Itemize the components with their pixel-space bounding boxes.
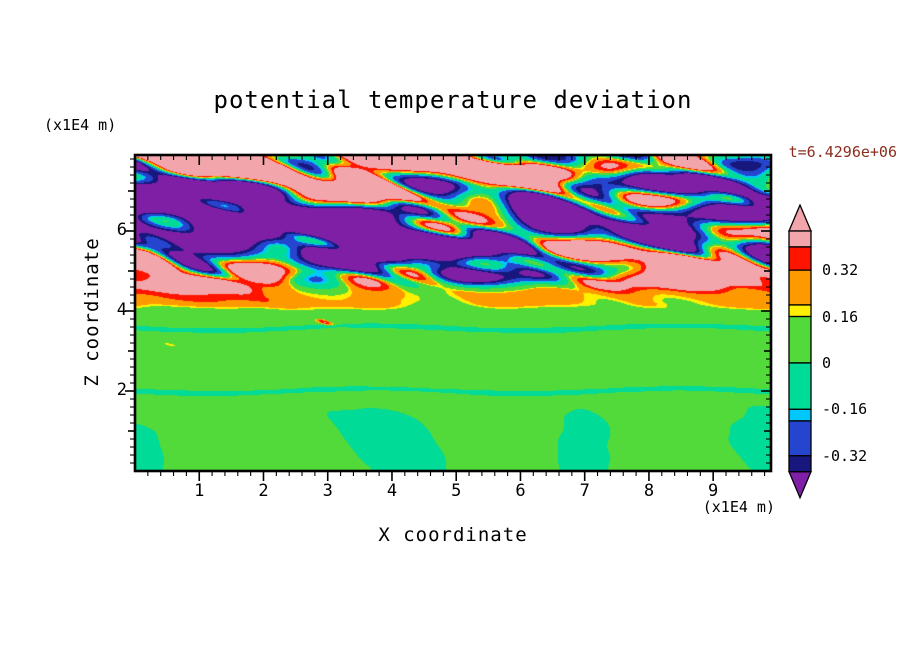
x-tick-label: 6	[515, 481, 526, 501]
x-axis-units: (x1E4 m)	[702, 498, 775, 516]
z-tick-label: 6	[116, 220, 127, 240]
colorbar-tick-label: 0.16	[822, 307, 859, 326]
time-annotation: t=6.4296e+06	[788, 143, 897, 161]
plot-title: potential temperature deviation	[213, 86, 693, 114]
plot-area: 1 2 3 4 5 6 7 8 9 2 4 6	[117, 153, 773, 501]
colorbar-tick-label: -0.32	[822, 446, 868, 465]
x-tick-label: 1	[194, 481, 205, 501]
colorbar: 0.32 0.16 0 -0.16 -0.32	[786, 204, 904, 504]
colorbar-tick-label: 0.32	[822, 261, 859, 280]
colorbar-swatches	[788, 204, 812, 500]
x-tick-label: 5	[451, 481, 462, 501]
colorbar-tick-label: -0.16	[822, 400, 868, 419]
x-tick-label: 3	[322, 481, 333, 501]
x-tick-labels: 1 2 3 4 5 6 7 8 9	[135, 155, 771, 501]
z-tick-labels: 2 4 6	[117, 155, 771, 471]
x-tick-label: 8	[643, 481, 655, 501]
x-tick-label: 2	[258, 481, 269, 501]
colorbar-tick-label: 0	[822, 353, 832, 372]
x-tick-label: 7	[579, 481, 590, 501]
x-tick-label: 9	[708, 481, 719, 501]
z-axis-units: (x1E4 m)	[44, 116, 117, 134]
x-axis-label: X coordinate	[378, 524, 528, 546]
z-tick-label: 4	[116, 300, 127, 320]
x-tick-label: 4	[386, 481, 398, 501]
z-tick-label: 2	[116, 380, 127, 400]
